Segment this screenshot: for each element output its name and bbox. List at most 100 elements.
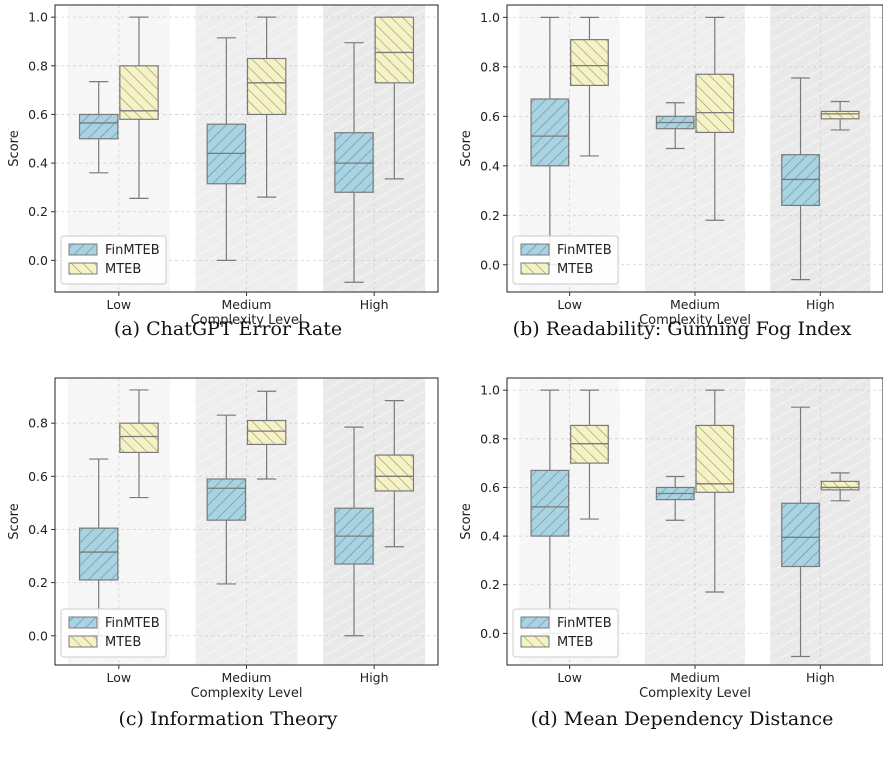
x-axis-label: Complexity Level xyxy=(191,313,303,328)
box-iqr xyxy=(119,422,159,454)
mteb-box-low xyxy=(119,16,159,199)
legend: FinMTEB MTEB xyxy=(512,235,619,285)
complexity-band-texture xyxy=(770,5,871,292)
box-iqr xyxy=(530,469,570,537)
finmteb-box-high xyxy=(781,77,820,281)
mteb-box-low xyxy=(570,389,609,520)
finmteb-box-low xyxy=(530,389,570,634)
y-tick-label: 0.4 xyxy=(28,156,48,171)
y-tick-label: 0.0 xyxy=(28,628,48,643)
finmteb-box-medium xyxy=(206,414,247,585)
x-tick-label-low: Low xyxy=(557,297,582,312)
legend: FinMTEB MTEB xyxy=(60,235,167,285)
legend-swatch-finmteb xyxy=(520,616,550,629)
box-iqr xyxy=(530,98,570,167)
x-axis-label: Complexity Level xyxy=(191,686,303,701)
x-axis-label: Complexity Level xyxy=(639,313,751,328)
legend-swatch-mteb xyxy=(68,635,98,648)
y-tick-label: 0.0 xyxy=(480,626,500,641)
y-tick-label: 1.0 xyxy=(480,10,500,25)
subfigure-caption: (d) Mean Dependency Distance xyxy=(531,708,834,730)
finmteb-box-low xyxy=(78,81,119,174)
box-iqr xyxy=(695,424,735,493)
box-iqr xyxy=(78,113,119,140)
legend-swatch-finmteb xyxy=(520,243,550,256)
y-axis-label: Score xyxy=(7,503,22,539)
y-tick-label: 0.4 xyxy=(28,522,48,537)
box-iqr xyxy=(820,110,860,120)
mteb-box-high xyxy=(374,399,415,548)
y-tick-label: 0.8 xyxy=(28,416,48,431)
finmteb-box-high xyxy=(781,406,820,658)
box-iqr xyxy=(781,502,820,568)
x-tick-label-low: Low xyxy=(557,670,582,685)
y-tick-label: 0.8 xyxy=(480,431,500,446)
x-tick-label-medium: Medium xyxy=(670,297,720,312)
legend-label-finmteb: FinMTEB xyxy=(557,243,612,258)
x-tick-label-low: Low xyxy=(107,297,132,312)
legend-swatch-mteb xyxy=(68,262,98,275)
legend-label-finmteb: FinMTEB xyxy=(105,243,160,258)
x-tick-label-high: High xyxy=(806,297,835,312)
mteb-box-medium xyxy=(695,16,735,221)
legend-swatch-mteb xyxy=(520,635,550,648)
box-iqr xyxy=(206,478,247,521)
x-tick-label-high: High xyxy=(806,670,835,685)
y-tick-label: 0.4 xyxy=(480,158,500,173)
subfigure-caption: (b) Readability: Gunning Fog Index xyxy=(513,318,852,340)
finmteb-box-medium xyxy=(655,102,695,150)
y-tick-label: 0.2 xyxy=(28,204,48,219)
box-iqr xyxy=(246,57,287,116)
finmteb-box-medium xyxy=(655,475,695,521)
subfigure-caption: (a) ChatGPT Error Rate xyxy=(114,318,342,340)
box-iqr xyxy=(374,16,415,84)
y-tick-label: 0.0 xyxy=(480,257,500,272)
y-tick-label: 0.6 xyxy=(480,109,500,124)
complexity-band-texture xyxy=(644,5,746,292)
y-tick-label: 0.6 xyxy=(480,480,500,495)
x-tick-label-high: High xyxy=(360,670,389,685)
chart-panel-1: 0.0 0.2 0.4 0.6 0.8 1.0 Low Medium High Complexit… xyxy=(7,4,439,340)
mteb-box-high xyxy=(820,100,860,131)
legend-swatch-mteb xyxy=(520,262,550,275)
legend-label-mteb: MTEB xyxy=(105,635,141,650)
y-axis-label: Score xyxy=(459,130,474,166)
y-tick-label: 0.2 xyxy=(28,575,48,590)
mteb-box-medium xyxy=(246,16,287,198)
mteb-box-low xyxy=(119,389,159,499)
mteb-box-low xyxy=(570,16,609,157)
box-iqr xyxy=(570,39,609,87)
box-iqr xyxy=(374,454,415,492)
x-tick-label-medium: Medium xyxy=(670,670,720,685)
finmteb-box-low xyxy=(78,458,119,637)
finmteb-box-medium xyxy=(206,37,247,261)
box-iqr xyxy=(695,73,735,134)
finmteb-box-high xyxy=(334,426,374,637)
y-tick-label: 0.8 xyxy=(480,59,500,74)
box-iqr xyxy=(820,480,860,491)
y-tick-label: 0.6 xyxy=(28,469,48,484)
legend: FinMTEB MTEB xyxy=(512,608,619,658)
y-tick-label: 0.6 xyxy=(28,107,48,122)
box-iqr xyxy=(246,419,287,446)
legend-swatch-finmteb xyxy=(68,243,98,256)
x-axis-label: Complexity Level xyxy=(639,686,751,701)
mteb-box-high xyxy=(820,472,860,502)
chart-panel-3: 0.0 0.2 0.4 0.6 0.8 Low Medium High Complexity L… xyxy=(7,377,439,730)
x-tick-label-medium: Medium xyxy=(222,297,272,312)
y-axis-label: Score xyxy=(7,130,22,166)
y-tick-label: 0.2 xyxy=(480,577,500,592)
legend-label-finmteb: FinMTEB xyxy=(557,616,612,631)
legend-label-mteb: MTEB xyxy=(105,262,141,277)
y-axis-label: Score xyxy=(459,503,474,539)
y-tick-label: 0.2 xyxy=(480,208,500,223)
legend: FinMTEB MTEB xyxy=(60,608,167,658)
finmteb-box-high xyxy=(334,42,374,283)
y-tick-label: 1.0 xyxy=(480,383,500,398)
y-tick-label: 0.4 xyxy=(480,529,500,544)
mteb-box-medium xyxy=(246,390,287,480)
mteb-box-high xyxy=(374,16,415,180)
subfigure-caption: (c) Information Theory xyxy=(119,708,338,730)
mteb-box-medium xyxy=(695,389,735,593)
